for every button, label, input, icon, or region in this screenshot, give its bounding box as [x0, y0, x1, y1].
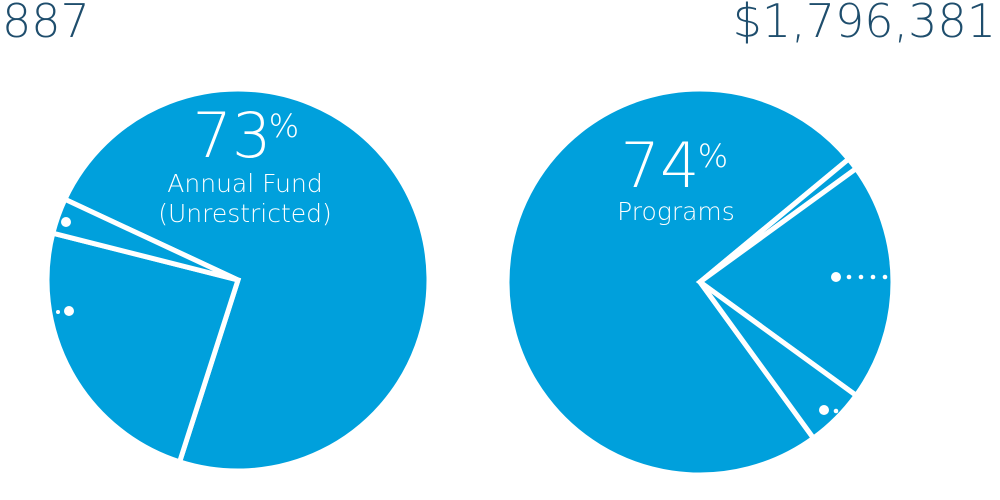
pie-slice-annual-fund-unrestricted — [61, 86, 432, 474]
pie-slice — [44, 230, 242, 466]
left-callout-unit: % — [269, 107, 299, 145]
slice-marker-dots — [56, 217, 888, 415]
left-pie — [44, 86, 432, 474]
pie-slice — [697, 279, 860, 442]
dot-marker — [61, 217, 71, 227]
right-callout-unit: % — [698, 137, 728, 175]
left-callout-value: 73 — [193, 99, 272, 172]
pie-slice — [695, 165, 896, 399]
right-pie — [504, 86, 896, 478]
dot-marker — [833, 408, 839, 414]
pie-slice — [49, 195, 240, 283]
dot-marker — [846, 274, 852, 280]
left-callout: 73 % Annual Fund (Unrestricted) — [158, 99, 332, 228]
dot-marker — [819, 405, 829, 415]
right-callout-value: 74 — [621, 129, 700, 202]
right-callout: 74 % Programs — [617, 129, 735, 226]
dot-marker — [56, 310, 60, 314]
dot-marker — [64, 306, 74, 316]
left-callout-label-1: Annual Fund — [167, 169, 322, 198]
dot-marker — [882, 274, 888, 280]
right-callout-label: Programs — [617, 197, 735, 226]
right-total: $1,796,381 — [732, 0, 996, 48]
dot-marker — [870, 274, 876, 280]
left-total: 887 — [2, 0, 90, 48]
pie-slice-programs — [504, 86, 853, 478]
left-callout-label-2: (Unrestricted) — [158, 199, 332, 228]
dot-marker — [831, 272, 841, 282]
dot-marker — [858, 274, 864, 280]
